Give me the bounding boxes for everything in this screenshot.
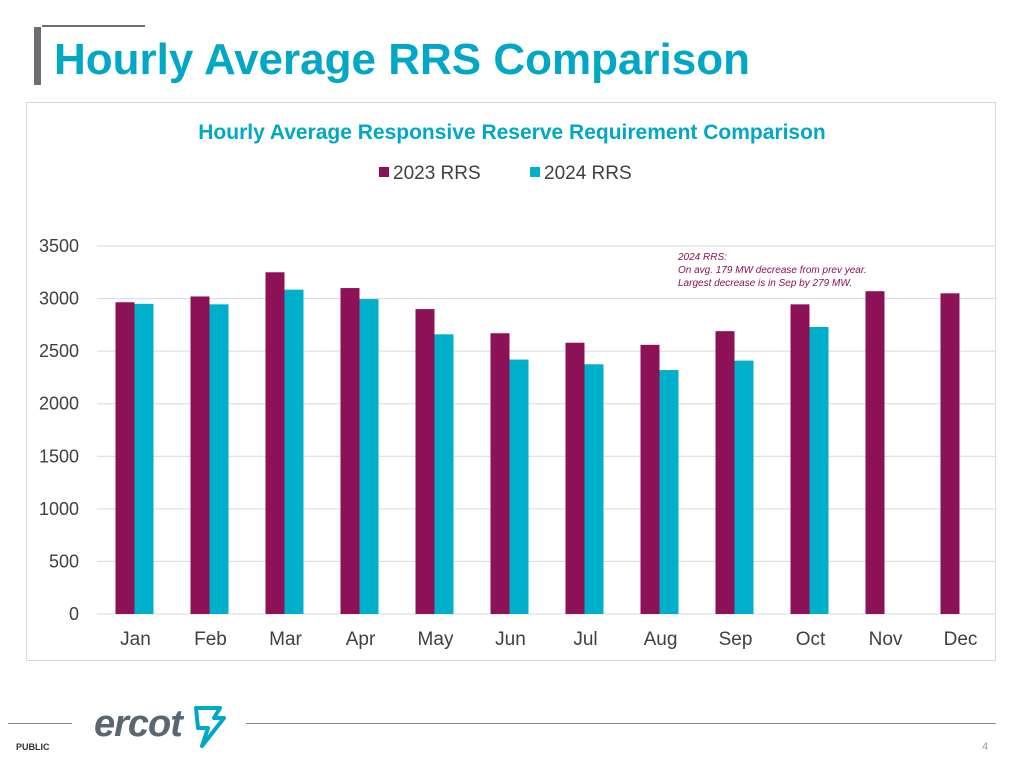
title-accent-bar	[34, 27, 41, 85]
bar-2023-aug	[640, 344, 660, 614]
bar-2023-dec	[940, 293, 960, 614]
title-rule	[42, 25, 145, 27]
bar-2023-may	[415, 309, 435, 614]
bar-2023-feb	[190, 296, 210, 614]
footer-rule-left	[8, 723, 72, 724]
x-tick-label-dec: Dec	[944, 629, 978, 650]
legend-label-2: 2024 RRS	[544, 163, 632, 184]
x-tick-label-jun: Jun	[495, 629, 526, 650]
bar-2024-may	[434, 334, 454, 614]
y-tick-label: 2500	[39, 341, 79, 361]
annotation-line-2: On avg. 179 MW decrease from prev year.	[678, 265, 867, 276]
bar-2024-jun	[509, 359, 529, 614]
slide-title: Hourly Average RRS Comparison	[54, 35, 751, 84]
y-tick-label: 1000	[39, 499, 79, 519]
bar-2024-aug	[659, 370, 679, 614]
x-tick-label-jul: Jul	[573, 629, 597, 650]
page-number: 4	[982, 741, 989, 753]
bar-2023-jan	[115, 302, 135, 614]
bar-2024-feb	[209, 304, 229, 614]
classification-label: PUBLIC	[16, 742, 50, 752]
bar-2024-apr	[359, 299, 379, 614]
x-tick-label-oct: Oct	[796, 629, 826, 650]
ercot-star-icon	[194, 706, 226, 748]
logo-wordmark: ercot	[94, 703, 183, 745]
y-tick-label: 1500	[39, 446, 79, 466]
ercot-logo: ercot	[94, 702, 234, 748]
y-tick-label: 0	[69, 604, 79, 624]
chart-frame: Hourly Average Responsive Reserve Requir…	[26, 102, 996, 661]
bar-2023-nov	[865, 291, 885, 614]
bar-2024-oct	[809, 326, 829, 614]
x-tick-label-feb: Feb	[194, 629, 227, 650]
y-tick-label: 2000	[39, 394, 79, 414]
y-tick-label: 3000	[39, 289, 79, 309]
bar-2024-mar	[284, 289, 304, 614]
x-tick-label-sep: Sep	[719, 629, 753, 650]
y-tick-label: 3500	[39, 236, 79, 256]
bar-2023-oct	[790, 304, 810, 614]
legend-swatch-1	[379, 167, 389, 177]
bar-2024-jul	[584, 364, 604, 614]
x-tick-label-may: May	[418, 629, 454, 650]
legend-swatch-2	[530, 167, 540, 177]
chart-title: Hourly Average Responsive Reserve Requir…	[198, 121, 826, 144]
bar-2023-sep	[715, 331, 735, 614]
x-tick-label-nov: Nov	[869, 629, 903, 650]
annotation-line-3: Largest decrease is in Sep by 279 MW.	[678, 278, 852, 289]
bar-2023-apr	[340, 288, 360, 614]
x-tick-label-mar: Mar	[269, 629, 302, 650]
x-tick-label-aug: Aug	[644, 629, 678, 650]
x-tick-label-jan: Jan	[120, 629, 151, 650]
annotation-line-1: 2024 RRS:	[677, 252, 727, 263]
y-tick-label: 500	[49, 551, 79, 571]
bar-2023-mar	[265, 272, 285, 614]
bar-2023-jul	[565, 342, 585, 614]
bar-2024-sep	[734, 360, 754, 614]
bar-2024-jan	[134, 303, 154, 614]
x-tick-label-apr: Apr	[346, 629, 376, 650]
legend-label-1: 2023 RRS	[393, 163, 481, 184]
rrs-bar-chart: Hourly Average Responsive Reserve Requir…	[39, 121, 995, 650]
bar-2023-jun	[490, 333, 510, 614]
footer-rule-right	[246, 723, 996, 724]
